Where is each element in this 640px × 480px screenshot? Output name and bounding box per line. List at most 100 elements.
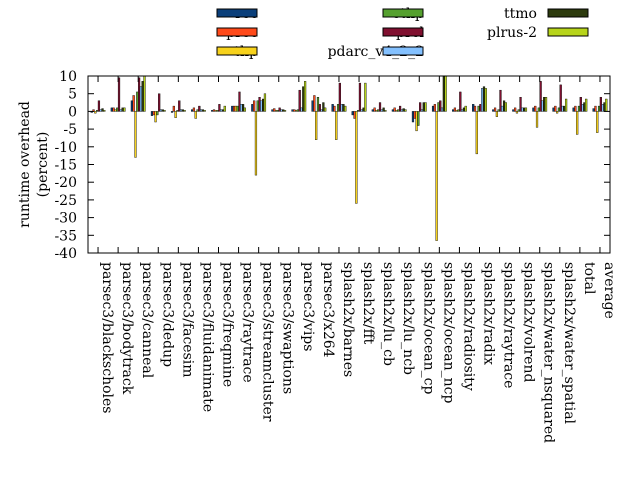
x-tick-label: parsec3/blackscholes bbox=[99, 262, 115, 413]
bar-plrus-2 bbox=[243, 107, 246, 112]
bar-pdarc_v4_2_2 bbox=[320, 109, 323, 112]
y-tick-label: 10 bbox=[59, 69, 77, 85]
x-tick-label: splash2x/radiosity bbox=[460, 262, 476, 391]
bar-thp bbox=[214, 110, 217, 112]
bar-ttmo bbox=[322, 102, 325, 112]
bar-thp bbox=[194, 111, 197, 119]
bar-ethp bbox=[497, 109, 500, 112]
bar-prec bbox=[534, 105, 537, 112]
bar-group-parsec3/swaptions bbox=[271, 107, 287, 112]
bar-ttmo bbox=[462, 107, 466, 112]
bar-ethp bbox=[216, 110, 219, 112]
bar-plrus-2 bbox=[163, 110, 166, 112]
bar-rec bbox=[251, 104, 254, 112]
bar-rec bbox=[231, 105, 234, 112]
y-tick-label: -5 bbox=[63, 122, 77, 138]
bar-thp bbox=[134, 111, 137, 158]
y-axis-label-line: runtime overhead bbox=[17, 101, 33, 228]
bar-ttmo bbox=[141, 81, 144, 112]
bar-prec bbox=[594, 105, 597, 112]
bar-prec bbox=[212, 109, 216, 112]
bar-ethp bbox=[116, 107, 119, 112]
x-tick-label: splash2x/volrend bbox=[521, 262, 537, 383]
bar-ethp bbox=[397, 109, 400, 112]
bar-ethp bbox=[196, 109, 199, 112]
bar-ethp bbox=[477, 105, 480, 112]
bar-prec bbox=[273, 108, 276, 112]
x-tick-label: splash2x/water_spatial bbox=[561, 262, 577, 425]
bar-thp bbox=[515, 111, 519, 114]
bar-rec bbox=[170, 111, 174, 113]
bar-group-splash2x/lu_cb bbox=[371, 102, 387, 112]
legend-swatch bbox=[547, 27, 589, 37]
x-tick-label: splash2x/ocean_cp bbox=[420, 262, 436, 394]
bar-rec bbox=[331, 104, 334, 112]
bar-plrus-2 bbox=[344, 105, 347, 112]
bar-pdarc_v4_2_2 bbox=[541, 100, 544, 112]
bar-plrus-2 bbox=[464, 105, 467, 112]
y-tick-label: -35 bbox=[54, 228, 77, 244]
bar-plrus-2 bbox=[444, 75, 447, 112]
bar-prec bbox=[313, 95, 316, 112]
x-tick-label: total bbox=[581, 262, 597, 295]
bar-prec bbox=[493, 107, 497, 112]
bar-thp bbox=[475, 111, 478, 155]
x-tick-label: parsec3/bodytrack bbox=[119, 262, 135, 395]
y-axis-label: runtime overhead (percent) bbox=[17, 101, 51, 228]
x-tick-label: parsec3/vips bbox=[300, 262, 316, 351]
bar-rec bbox=[452, 109, 455, 112]
bar-plrus-2 bbox=[324, 107, 327, 112]
bar-ttmo bbox=[502, 100, 506, 112]
bar-group-average bbox=[592, 97, 608, 133]
y-tick-label: 0 bbox=[68, 104, 77, 120]
bar-plrus-2 bbox=[585, 98, 588, 112]
bar-prec bbox=[554, 105, 557, 112]
x-tick-label: splash2x/lu_cb bbox=[380, 262, 396, 366]
bar-ethp bbox=[236, 105, 239, 112]
bar-ethp bbox=[417, 111, 420, 126]
bar-plrus-2 bbox=[263, 93, 267, 112]
bar-thp bbox=[375, 110, 378, 112]
bar-pdarc_v4_2_2 bbox=[440, 107, 444, 112]
bar-prcl bbox=[358, 82, 362, 112]
bar-ttmo bbox=[181, 109, 184, 112]
bar-prcl bbox=[298, 89, 301, 112]
bar-pdarc_v4_2_2 bbox=[300, 107, 303, 112]
bar-ethp bbox=[276, 110, 279, 112]
bar-prcl bbox=[579, 97, 582, 112]
bar-group-parsec3/facesim bbox=[170, 100, 186, 118]
legend-item-thp: thp bbox=[216, 44, 258, 60]
bar-pdarc_v4_2_2 bbox=[581, 104, 584, 112]
legend-swatch bbox=[382, 8, 424, 18]
x-tick-label: parsec3/fluidanimate bbox=[199, 262, 215, 412]
bar-prcl bbox=[218, 104, 221, 112]
bar-thp bbox=[315, 111, 318, 140]
bar-rec bbox=[291, 109, 294, 112]
bar-ethp bbox=[336, 104, 340, 112]
bar-prcl bbox=[559, 84, 562, 112]
bar-plrus-2 bbox=[565, 98, 568, 112]
bar-pdarc_v4_2_2 bbox=[340, 104, 343, 112]
bar-group-splash2x/radiosity bbox=[452, 91, 467, 112]
y-tick-label: 5 bbox=[68, 87, 77, 103]
bar-pdarc_v4_2_2 bbox=[380, 109, 383, 112]
bar-pdarc_v4_2_2 bbox=[501, 105, 504, 112]
bar-ttmo bbox=[583, 102, 586, 112]
legend-item-prec: prec bbox=[216, 25, 258, 41]
x-tick-label: splash2x/fft bbox=[360, 262, 376, 345]
bar-group-parsec3/vips bbox=[291, 81, 307, 112]
x-tick-label: splash2x/lu_ncb bbox=[400, 262, 416, 375]
bar-prcl bbox=[378, 102, 382, 112]
bar-pdarc_v4_2_2 bbox=[601, 104, 604, 112]
bar-plrus-2 bbox=[103, 110, 106, 112]
bar-prcl bbox=[158, 93, 161, 112]
bar-pdarc_v4_2_2 bbox=[461, 109, 464, 112]
bar-prec bbox=[413, 111, 416, 119]
bar-rec bbox=[211, 110, 214, 112]
y-tick-label: -20 bbox=[54, 175, 77, 191]
x-tick-label: parsec3/swaptions bbox=[280, 262, 296, 394]
legend-item-prcl: prcl bbox=[382, 25, 425, 41]
bar-ttmo bbox=[603, 102, 606, 112]
bar-pdarc_v4_2_2 bbox=[139, 86, 142, 112]
